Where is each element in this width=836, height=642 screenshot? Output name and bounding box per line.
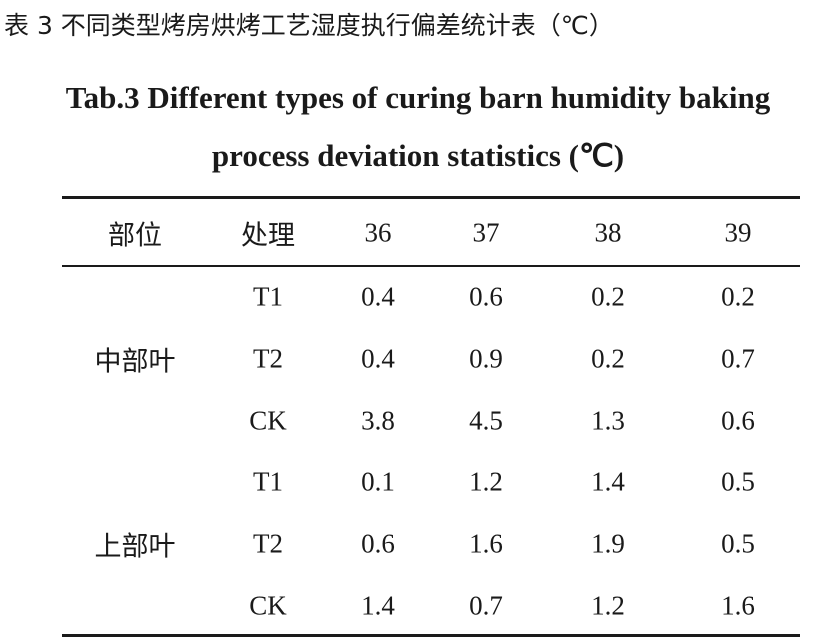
treatment-cell: T2 xyxy=(253,528,283,559)
header-cell: 部位 xyxy=(108,220,162,251)
treatment-cell: CK xyxy=(249,405,287,436)
value-cell: 1.2 xyxy=(469,466,503,497)
header-cell: 38 xyxy=(594,217,622,248)
value-cell: 0.7 xyxy=(721,343,755,374)
value-cell: 0.7 xyxy=(469,590,503,621)
header-cell: 处理 xyxy=(241,220,295,251)
value-cell: 0.6 xyxy=(361,528,395,559)
value-cell: 0.2 xyxy=(721,281,755,312)
treatment-cell: T1 xyxy=(253,466,283,497)
mid-rule xyxy=(62,265,800,267)
treatment-cell: CK xyxy=(249,590,287,621)
bottom-rule xyxy=(62,634,800,637)
value-cell: 0.9 xyxy=(469,343,503,374)
top-rule xyxy=(62,196,800,199)
value-cell: 1.9 xyxy=(591,528,625,559)
value-cell: 0.1 xyxy=(361,466,395,497)
title-en: Tab.3 Different types of curing barn hum… xyxy=(65,80,771,115)
title-cn: 表 3 不同类型烤房烘烤工艺湿度执行偏差统计表（℃） xyxy=(4,11,614,40)
value-cell: 0.6 xyxy=(721,405,755,436)
value-cell: 0.6 xyxy=(469,281,503,312)
value-cell: 3.8 xyxy=(361,405,395,436)
value-cell: 1.4 xyxy=(591,466,625,497)
value-cell: 1.2 xyxy=(591,590,625,621)
value-cell: 1.6 xyxy=(721,590,755,621)
treatment-cell: T1 xyxy=(253,281,283,312)
header-cell: 37 xyxy=(472,217,500,248)
header-cell: 36 xyxy=(364,217,392,248)
treatment-cell: T2 xyxy=(253,343,283,374)
value-cell: 1.4 xyxy=(361,590,395,621)
value-cell: 4.5 xyxy=(469,405,503,436)
value-cell: 0.4 xyxy=(361,281,395,312)
value-cell: 0.5 xyxy=(721,528,755,559)
header-cell: 39 xyxy=(724,217,752,248)
value-cell: 1.6 xyxy=(469,528,503,559)
group-label: 中部叶 xyxy=(94,346,176,377)
value-cell: 0.2 xyxy=(591,343,625,374)
title-en: process deviation statistics (℃) xyxy=(211,138,625,173)
value-cell: 0.5 xyxy=(721,466,755,497)
value-cell: 1.3 xyxy=(591,405,625,436)
value-cell: 0.4 xyxy=(361,343,395,374)
group-label: 上部叶 xyxy=(94,531,176,562)
value-cell: 0.2 xyxy=(591,281,625,312)
